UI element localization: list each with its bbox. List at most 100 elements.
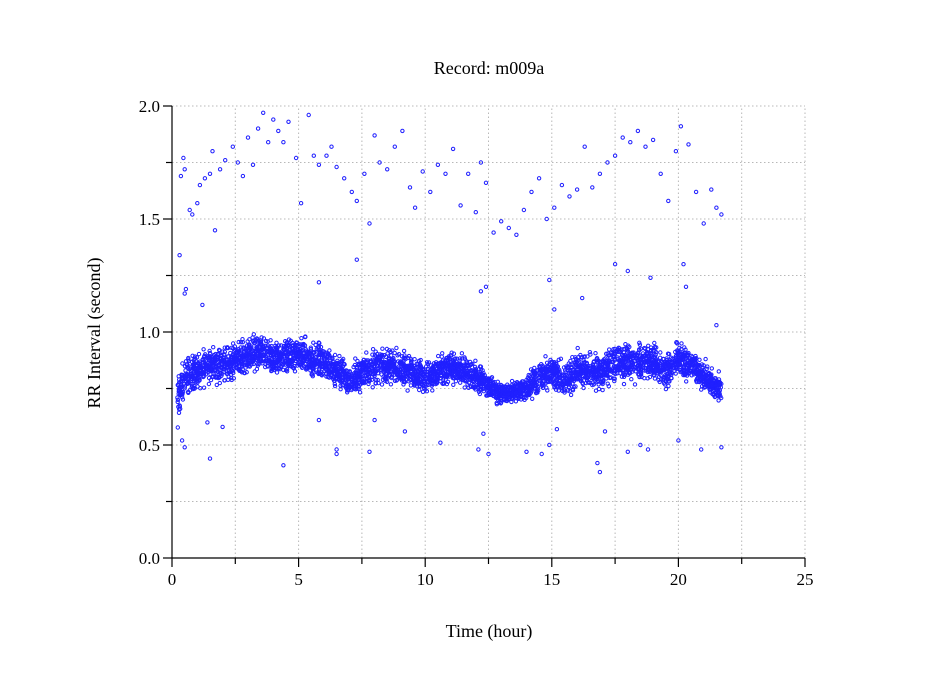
outlier-point bbox=[240, 173, 246, 179]
outlier-point bbox=[205, 420, 210, 425]
outlier-point bbox=[473, 210, 478, 215]
outlier-point bbox=[547, 277, 552, 283]
outlier-point bbox=[683, 284, 689, 289]
data-point bbox=[252, 353, 257, 358]
data-point bbox=[240, 353, 245, 358]
y-tick-label: 0.0 bbox=[139, 549, 160, 568]
outlier-point bbox=[521, 207, 527, 213]
data-point bbox=[332, 383, 338, 389]
outlier-point bbox=[580, 295, 585, 301]
data-point bbox=[176, 410, 182, 415]
data-point bbox=[343, 384, 348, 390]
data-point bbox=[657, 355, 663, 360]
data-point bbox=[208, 364, 213, 369]
data-point bbox=[236, 361, 241, 366]
data-point bbox=[338, 379, 343, 384]
data-point bbox=[327, 352, 332, 358]
data-point bbox=[345, 390, 350, 395]
outlier-point bbox=[329, 144, 334, 149]
data-point bbox=[621, 381, 627, 387]
data-point bbox=[298, 350, 303, 355]
data-point bbox=[293, 346, 298, 352]
data-point bbox=[302, 353, 308, 358]
outlier-point bbox=[567, 194, 572, 199]
outlier-point bbox=[230, 144, 236, 149]
data-point bbox=[298, 355, 303, 361]
data-point bbox=[202, 367, 207, 373]
data-point bbox=[352, 362, 358, 368]
data-point bbox=[186, 357, 191, 362]
data-point bbox=[195, 361, 201, 366]
data-point bbox=[222, 378, 228, 383]
data-point bbox=[207, 355, 212, 360]
data-point bbox=[239, 364, 245, 369]
outlier-point bbox=[681, 262, 686, 267]
data-point bbox=[201, 374, 206, 379]
data-point bbox=[186, 364, 191, 369]
data-point bbox=[385, 351, 390, 356]
data-point bbox=[272, 352, 277, 357]
data-point bbox=[244, 370, 249, 375]
data-point bbox=[228, 375, 234, 381]
outlier-point bbox=[539, 451, 544, 457]
data-point bbox=[364, 350, 369, 355]
data-point bbox=[704, 366, 709, 371]
data-point bbox=[459, 351, 465, 356]
outlier-point bbox=[678, 124, 684, 129]
outlier-point bbox=[202, 176, 208, 181]
data-point bbox=[458, 380, 463, 385]
data-point bbox=[310, 374, 315, 379]
outlier-point bbox=[466, 171, 471, 177]
outlier-point bbox=[483, 180, 489, 186]
outlier-point bbox=[261, 110, 266, 116]
outlier-point bbox=[476, 447, 481, 452]
data-point bbox=[206, 381, 212, 387]
data-point bbox=[272, 348, 277, 353]
data-point bbox=[192, 354, 198, 359]
data-point bbox=[190, 353, 195, 358]
data-point bbox=[629, 377, 634, 382]
data-point bbox=[247, 337, 252, 342]
outlier-point bbox=[200, 302, 205, 308]
outlier-point bbox=[177, 253, 182, 258]
data-point bbox=[394, 345, 399, 351]
data-point bbox=[716, 398, 721, 403]
x-tick-label: 25 bbox=[797, 570, 814, 589]
data-point bbox=[709, 366, 714, 371]
outlier-point bbox=[552, 307, 557, 312]
outlier-point bbox=[458, 203, 463, 208]
data-point bbox=[325, 360, 331, 366]
outlier-point bbox=[552, 205, 557, 210]
outlier-point bbox=[699, 447, 704, 452]
data-point bbox=[323, 366, 328, 371]
outlier-point bbox=[220, 424, 225, 430]
data-point bbox=[238, 345, 243, 350]
data-point bbox=[291, 358, 296, 363]
outlier-point bbox=[719, 212, 724, 217]
data-point bbox=[261, 343, 266, 348]
data-point bbox=[316, 340, 321, 345]
y-tick-label: 0.5 bbox=[139, 436, 160, 455]
data-point bbox=[405, 388, 410, 393]
outlier-point bbox=[450, 146, 456, 152]
data-point bbox=[284, 341, 290, 346]
data-point bbox=[301, 342, 306, 347]
outlier-point bbox=[281, 463, 286, 468]
outlier-point bbox=[182, 291, 187, 296]
outlier-point bbox=[590, 185, 595, 190]
data-point bbox=[355, 358, 360, 364]
data-point bbox=[436, 353, 441, 359]
data-point bbox=[239, 370, 245, 375]
data-point bbox=[335, 368, 340, 374]
data-point bbox=[543, 354, 548, 359]
outlier-point bbox=[648, 275, 653, 280]
data-point bbox=[370, 347, 376, 352]
data-point bbox=[236, 367, 242, 373]
data-point bbox=[315, 345, 320, 350]
data-point bbox=[238, 340, 244, 345]
data-point bbox=[175, 397, 181, 402]
data-point bbox=[338, 383, 343, 388]
data-point bbox=[185, 381, 190, 386]
data-point bbox=[309, 362, 314, 367]
outlier-point bbox=[673, 149, 679, 154]
